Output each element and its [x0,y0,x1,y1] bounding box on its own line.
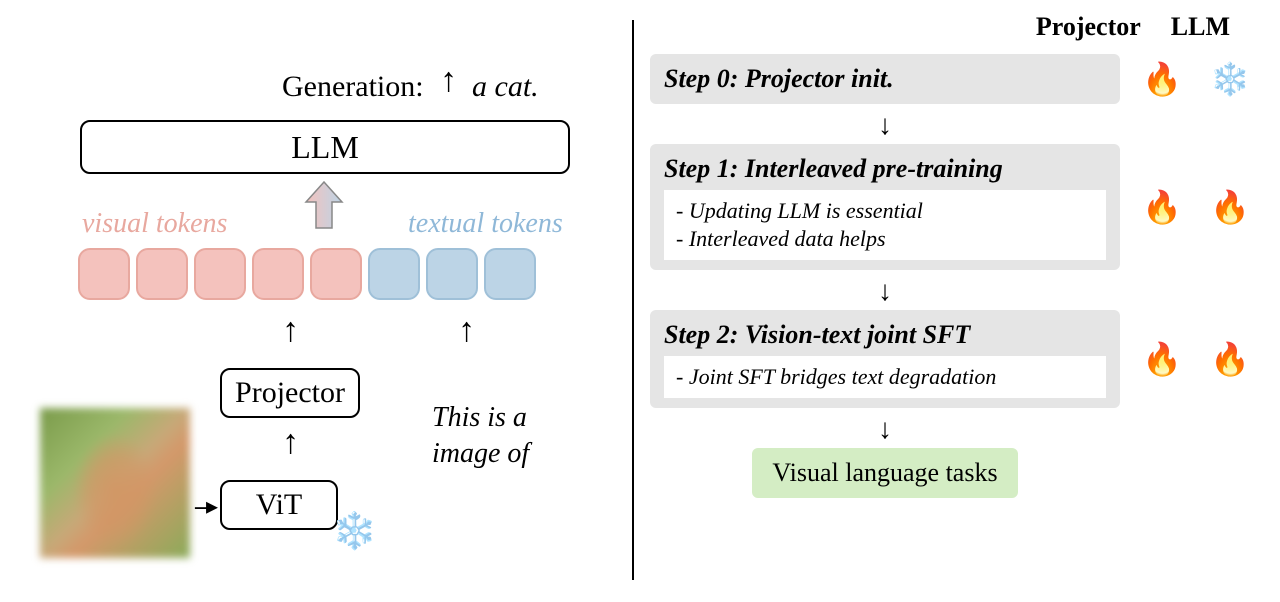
llm-box: LLM [80,120,570,174]
final-output-box: Visual language tasks [752,448,1017,498]
step-2-bullet-1: - Joint SFT bridges text degradation [676,364,1094,390]
step-2-icons: 🔥 🔥 [1142,340,1250,378]
final-output-label: Visual language tasks [772,458,997,487]
step-0-row: Step 0: Projector init. 🔥 ❄️ [630,54,1140,104]
image-to-vit-arrow: --▸ [194,492,216,521]
training-steps-panel: Projector LLM Step 0: Projector init. 🔥 … [620,0,1280,602]
gradient-up-arrow-icon [302,180,346,230]
step-1-icons: 🔥 🔥 [1142,188,1250,226]
projector-to-tokens-arrow: ↑ [282,312,299,350]
llm-label: LLM [291,129,359,166]
vit-box: ViT [220,480,338,530]
vit-to-projector-arrow: ↑ [282,424,299,462]
projector-box: Projector [220,368,360,418]
visual-token [194,248,246,300]
arrow-down-icon: ↓ [630,112,1140,140]
projector-label: Projector [235,376,345,410]
step-0-card: Step 0: Projector init. [650,54,1120,104]
generation-text: Generation: [282,70,424,103]
prompt-line-2: image of [432,436,529,472]
snowflake-icon: ❄️ [1210,60,1250,98]
fire-icon: 🔥 [1210,340,1250,378]
generation-label: Generation: [282,70,424,104]
prompt-text: This is a image of [432,400,529,473]
snowflake-icon: ❄️ [332,510,377,552]
fire-icon: 🔥 [1142,340,1182,378]
generation-arrow-up: ↑ [440,62,457,100]
step-0-icons: 🔥 ❄️ [1142,60,1250,98]
step-2-title: Step 2: Vision-text joint SFT [664,320,1106,350]
fire-icon: 🔥 [1142,60,1182,98]
arrow-down-icon: ↓ [630,416,1140,444]
step-1-bullet-2: - Interleaved data helps [676,226,1094,252]
header-projector: Projector [1036,12,1141,42]
step-1-row: Step 1: Interleaved pre-training - Updat… [630,144,1140,270]
visual-tokens-label: visual tokens [82,208,227,240]
visual-token [310,248,362,300]
visual-token [78,248,130,300]
architecture-panel: Generation: ↑ a cat. LLM visual tokens t… [0,0,620,602]
step-1-card: Step 1: Interleaved pre-training - Updat… [650,144,1120,270]
column-headers: Projector LLM [630,4,1260,54]
prompt-to-tokens-arrow: ↑ [458,312,475,350]
prompt-line-1: This is a [432,400,529,436]
vit-label: ViT [256,488,303,522]
step-1-bullet-1: - Updating LLM is essential [676,198,1094,224]
visual-token [252,248,304,300]
step-2-card: Step 2: Vision-text joint SFT - Joint SF… [650,310,1120,408]
arrow-down-icon: ↓ [630,278,1140,306]
input-image-placeholder [40,408,190,558]
textual-token [368,248,420,300]
step-1-title: Step 1: Interleaved pre-training [664,154,1106,184]
textual-tokens-label: textual tokens [408,208,563,240]
header-llm: LLM [1171,12,1230,42]
token-row [78,248,536,300]
step-1-body: - Updating LLM is essential - Interleave… [664,190,1106,260]
step-2-row: Step 2: Vision-text joint SFT - Joint SF… [630,310,1140,408]
step-2-body: - Joint SFT bridges text degradation [664,356,1106,398]
visual-token [136,248,188,300]
fire-icon: 🔥 [1142,188,1182,226]
textual-token [484,248,536,300]
step-0-title: Step 0: Projector init. [664,64,1106,94]
generation-output: a cat. [472,70,539,104]
textual-token [426,248,478,300]
fire-icon: 🔥 [1210,188,1250,226]
